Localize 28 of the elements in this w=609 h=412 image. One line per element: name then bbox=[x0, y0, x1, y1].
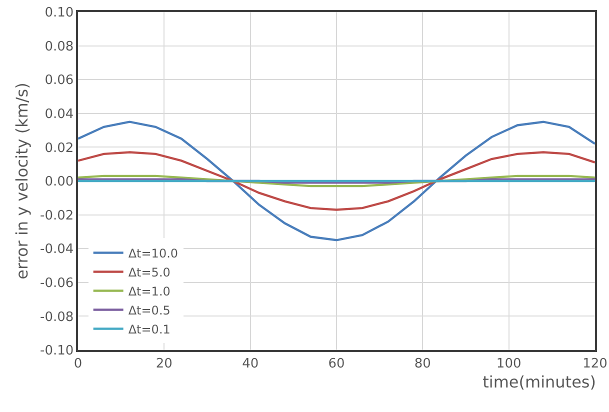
x-tick-label: 40 bbox=[242, 356, 259, 372]
x-tick-label: 80 bbox=[414, 356, 431, 372]
y-tick-label: -0.08 bbox=[40, 310, 74, 325]
y-tick-label: 0.08 bbox=[44, 39, 74, 54]
legend-label: Δt=1.0 bbox=[128, 284, 170, 298]
y-tick-label: 0.10 bbox=[44, 6, 74, 21]
x-axis-title: time(minutes) bbox=[482, 372, 596, 392]
y-axis-title: error in y velocity (km/s) bbox=[12, 82, 32, 280]
y-tick-label: -0.04 bbox=[40, 242, 74, 258]
y-tick-label: -0.10 bbox=[40, 344, 74, 359]
legend-label: Δt=0.1 bbox=[128, 322, 170, 336]
y-tick-label: 0.02 bbox=[44, 140, 74, 156]
x-tick-label: 20 bbox=[156, 356, 172, 372]
y-tick-label: 0.04 bbox=[44, 106, 74, 122]
line-series bbox=[78, 120, 595, 242]
line-series bbox=[78, 151, 595, 211]
y-tick-label: 0.06 bbox=[44, 73, 74, 88]
x-tick-label: 100 bbox=[496, 356, 522, 372]
line-series bbox=[78, 174, 595, 188]
legend-label: Δt=0.5 bbox=[128, 303, 170, 318]
x-tick-label: 120 bbox=[582, 356, 608, 372]
y-tick-label: -0.06 bbox=[40, 276, 74, 291]
legend-label: Δt=5.0 bbox=[128, 265, 170, 280]
y-tick-label: -0.02 bbox=[40, 208, 74, 224]
x-tick-label: 60 bbox=[328, 356, 345, 372]
y-tick-label: 0.00 bbox=[44, 174, 74, 190]
x-tick-label: 0 bbox=[74, 356, 82, 372]
legend-label: Δt=10.0 bbox=[128, 246, 178, 260]
